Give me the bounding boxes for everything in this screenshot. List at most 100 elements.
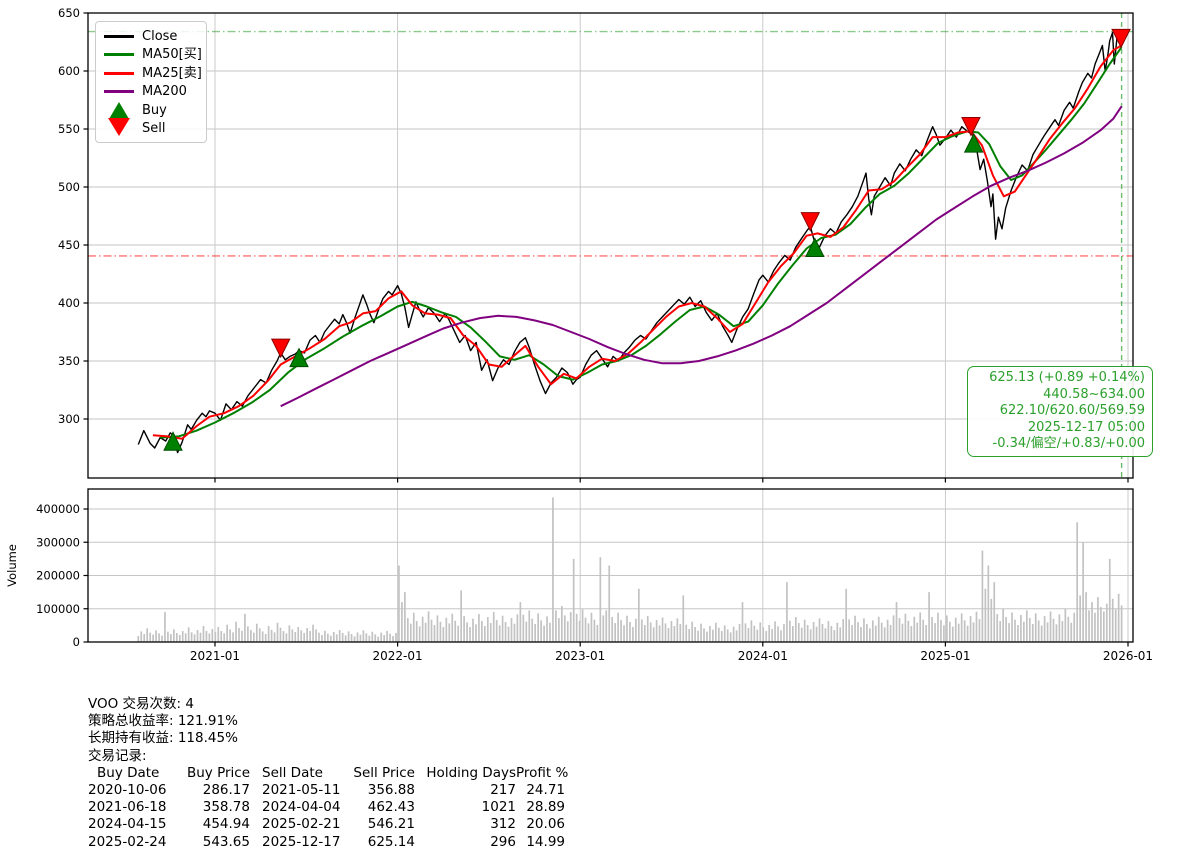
volume-bar [584,617,587,642]
volume-bar [217,627,220,642]
volume-bar [421,616,424,642]
volume-bar [877,616,880,642]
volume-bar [501,615,504,642]
volume-bar [637,588,640,642]
volume-bar [661,617,664,642]
volume-bar [187,627,190,642]
volume-bar [457,625,460,642]
volume-tick-label: 0 [73,635,80,649]
volume-bar [931,617,933,642]
trade-table: Buy Date Buy Price Sell Date Sell Price … [88,765,568,851]
volume-bar [475,624,477,642]
volume-bar [679,624,682,642]
volume-bar [1014,619,1016,642]
y-tick-label: 500 [58,180,80,194]
volume-bar [181,631,184,642]
volume-bar [871,620,874,642]
volume-bar [427,611,430,642]
volume-bar [815,626,818,642]
volume-bar [946,615,948,642]
volume-bar [1111,598,1114,642]
volume-bar [744,623,747,642]
volume-bar [827,621,830,642]
volume-bar [540,620,542,642]
volume-bar [338,630,341,642]
volume-bar [599,557,602,642]
volume-bar [1105,603,1108,642]
volume-bar [140,631,143,642]
volume-bar [398,565,400,642]
volume-bar [1046,622,1049,642]
volume-bar [771,629,773,642]
volume-bar [380,632,383,642]
volume-bar [768,625,771,642]
volume-bar [190,632,193,642]
volume-bar [199,632,202,642]
x-tick-label: 2022-01 [373,649,423,663]
legend-item-ma50: MA50[买] [104,46,206,65]
buy-marker [163,431,183,451]
volume-bar [404,592,406,643]
volume-bar [1011,612,1013,642]
volume-bar [353,636,356,642]
volume-bar [1025,610,1028,642]
volume-panel-border [87,488,1134,643]
legend: Close MA50[买] MA25[卖] MA200 Buy Sell [95,21,207,143]
legend-label: Buy [142,102,167,118]
volume-bar [797,623,800,642]
quote-annotation-box: 625.13 (+0.89 +0.14%) 440.58~634.00 622.… [967,366,1153,457]
volume-bar [389,633,391,642]
volume-bar [1085,592,1087,643]
volume-bar [605,610,608,642]
trade-count-line: VOO 交易次数: 4 [88,696,194,712]
volume-bar [537,613,539,642]
volume-bar [158,633,160,642]
volume-bar [1100,607,1102,642]
volume-bar [750,620,753,642]
volume-bar [1043,616,1046,642]
volume-bar [643,625,646,642]
volume-bar [1023,621,1025,642]
y-tick-label: 450 [58,238,80,252]
volume-bar [904,613,907,642]
volume-bar [673,626,676,642]
y-tick-label: 400 [58,296,80,310]
sell-marker [961,117,981,137]
volume-bar [712,629,714,642]
volume-bar [312,624,314,642]
trade-cell: 2020-10-06 [88,782,167,799]
volume-bar [371,631,374,642]
quote-signal-line: -0.34/偏空/+0.83/+0.00 [992,436,1145,452]
volume-bar [1091,602,1093,642]
volume-bar [806,625,809,642]
volume-bar [1002,609,1004,642]
volume-bar [854,615,856,642]
volume-bar [324,630,326,642]
volume-bar [409,623,412,642]
volume-bar [173,629,175,642]
volume-bar [442,627,445,642]
volume-bar [424,622,427,643]
volume-bar [907,620,910,642]
volume-bar [803,619,806,642]
quote-ma-line: 622.10/620.60/569.59 [999,403,1145,419]
volume-bar [211,629,214,642]
volume-bar [839,627,842,642]
volume-bar [948,621,951,642]
trade-cell: 358.78 [202,799,250,816]
trade-cell: 286.17 [202,782,250,799]
volume-bar [919,612,922,642]
sell-marker-icon [104,118,134,137]
trade-cell: 454.94 [202,816,250,833]
volume-bar [922,619,925,642]
volume-bar [395,633,397,642]
x-tick-label: 2026-01 [1103,649,1153,663]
volume-bar [282,631,285,642]
volume-bar [318,632,320,642]
volume-bar [957,623,960,642]
volume-bar [572,558,575,643]
volume-bar [747,628,750,642]
volume-bar [629,622,631,642]
volume-bar [534,624,537,642]
volume-bar [700,623,702,642]
